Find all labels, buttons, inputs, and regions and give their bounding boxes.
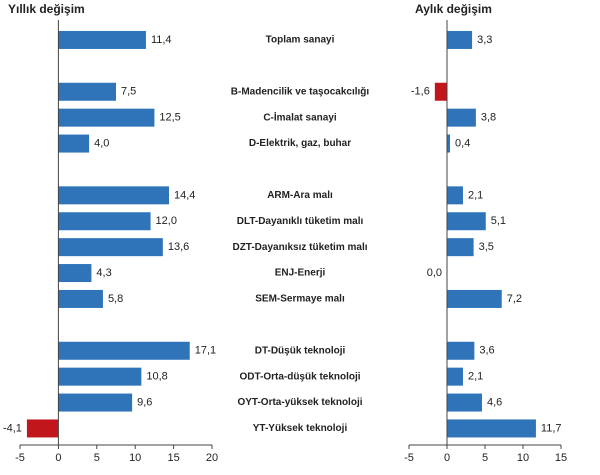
value-label: 12,5	[159, 112, 180, 124]
chart-title: Aylık değişim	[415, 2, 492, 16]
value-label: -1,6	[411, 86, 430, 98]
value-label: 12,0	[156, 215, 177, 227]
value-label: 17,1	[195, 345, 216, 357]
category-label: ODT-Orta-düşük teknoloji	[239, 371, 360, 382]
category-label: D-Elektrik, gaz, buhar	[249, 138, 351, 149]
value-label: 14,4	[174, 189, 195, 201]
bar	[58, 289, 103, 308]
value-label: 3,3	[477, 34, 492, 46]
category-label: C-İmalat sanayi	[263, 110, 337, 123]
value-label: 3,8	[481, 112, 496, 124]
bar	[447, 186, 463, 205]
bar	[434, 82, 447, 101]
bar	[447, 289, 502, 308]
value-label: 2,1	[468, 371, 483, 383]
x-tick-label: 5	[94, 452, 100, 464]
value-label: 11,4	[151, 34, 172, 46]
value-label: 3,6	[479, 345, 494, 357]
bar	[58, 30, 146, 49]
bar	[447, 393, 482, 412]
value-label: 3,5	[479, 241, 494, 253]
category-label: DZT-Dayanıksız tüketim malı	[232, 242, 367, 253]
bar	[447, 419, 536, 438]
value-label: 5,1	[491, 215, 506, 227]
bar	[58, 82, 116, 101]
x-tick-label: 0	[55, 452, 61, 464]
bar	[58, 264, 92, 283]
bar	[58, 212, 151, 231]
category-label: Toplam sanayi	[266, 35, 335, 46]
bar	[58, 134, 90, 153]
value-label: 4,0	[94, 137, 109, 149]
category-label: ARM-Ara malı	[267, 190, 333, 201]
bar	[58, 367, 142, 386]
x-tick-label: 5	[482, 452, 488, 464]
value-label: 4,6	[487, 396, 502, 408]
bar	[58, 186, 169, 205]
category-label: B-Madencilik ve taşocakcılığı	[231, 86, 370, 97]
x-tick-label: 15	[167, 452, 179, 464]
category-label: DT-Düşük teknoloji	[255, 345, 346, 356]
value-label: 9,6	[137, 396, 152, 408]
x-tick-label: 10	[517, 452, 529, 464]
bar	[58, 108, 155, 127]
value-label: 2,1	[468, 189, 483, 201]
bar	[447, 341, 475, 360]
value-label: 0,4	[455, 137, 470, 149]
x-tick-label: -5	[404, 452, 414, 464]
category-label: YT-Yüksek teknoloji	[253, 423, 348, 434]
x-tick-label: 15	[555, 452, 567, 464]
value-label: 7,5	[121, 86, 136, 98]
bar	[447, 367, 463, 386]
value-label: 0,0	[427, 267, 442, 279]
value-label: -4,1	[3, 422, 22, 434]
value-label: 13,6	[168, 241, 189, 253]
value-label: 7,2	[507, 293, 522, 305]
bar	[58, 393, 133, 412]
category-label: DLT-Dayanıklı tüketim malı	[237, 216, 364, 227]
bar	[447, 30, 473, 49]
category-label: SEM-Sermaye malı	[255, 294, 345, 305]
category-label: ENJ-Enerji	[275, 268, 326, 279]
bar	[447, 238, 474, 257]
x-tick-label: -5	[15, 452, 25, 464]
bar	[26, 419, 59, 438]
bar	[447, 134, 451, 153]
value-label: 4,3	[96, 267, 111, 279]
bar	[58, 341, 190, 360]
x-tick-label: 10	[129, 452, 141, 464]
x-tick-label: 0	[444, 452, 450, 464]
bar	[447, 108, 476, 127]
chart-title: Yıllık değişim	[8, 2, 85, 16]
value-label: 5,8	[108, 293, 123, 305]
x-tick-label: 20	[206, 452, 218, 464]
value-label: 10,8	[146, 371, 167, 383]
value-label: 11,7	[541, 422, 562, 434]
bar	[447, 212, 486, 231]
category-label: OYT-Orta-yüksek teknoloji	[237, 397, 362, 408]
bar	[58, 238, 163, 257]
